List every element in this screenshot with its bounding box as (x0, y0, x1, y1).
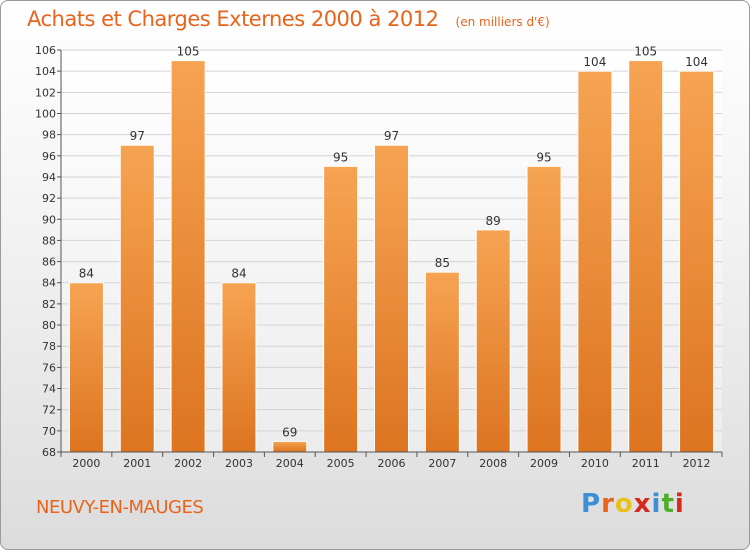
bar-2002 (170, 60, 206, 453)
bar-2003 (221, 282, 257, 453)
x-tick-label: 2001 (123, 457, 151, 470)
bar-2009 (526, 165, 562, 453)
bar-2011 (628, 60, 664, 453)
y-tick-label: 84 (42, 277, 56, 290)
logo-letter: i (651, 489, 662, 519)
x-axis: 2000 2001 2002 2003 2004 2005 2006 2007 2008 2009… (60, 451, 723, 470)
data-label: 85 (435, 256, 450, 270)
data-label: 105 (634, 45, 657, 59)
bars: 84 97 105 84 69 95 97 85 89 95 104 105 104 (68, 45, 715, 453)
y-tick-label: 98 (42, 129, 56, 142)
y-tick-label: 96 (42, 150, 56, 163)
title-row: Achats et Charges Externes 2000 à 2012 (… (27, 7, 550, 31)
x-tick-label: 2003 (225, 457, 253, 470)
data-label: 104 (583, 55, 606, 69)
bar-2010 (577, 70, 613, 453)
y-tick-label: 104 (35, 65, 56, 78)
y-tick-label: 106 (35, 44, 56, 57)
x-tick-label: 2011 (632, 457, 660, 470)
logo-letter: t (661, 489, 675, 519)
bar-2008 (475, 229, 511, 453)
y-axis: 68 70 72 74 76 78 80 82 84 86 88 90 92 94 96 98 100 102 10… (35, 44, 62, 459)
x-tick-label: 2004 (276, 457, 304, 470)
bar-2001 (119, 144, 155, 453)
chart-title: Achats et Charges Externes 2000 à 2012 (27, 7, 439, 31)
bar-2004 (272, 440, 308, 453)
data-label: 84 (79, 267, 94, 281)
y-tick-label: 70 (42, 425, 56, 438)
x-tick-label: 2009 (530, 457, 558, 470)
data-label: 105 (177, 45, 200, 59)
bar-2012 (679, 70, 715, 453)
bar-2007 (424, 271, 460, 453)
y-tick-label: 88 (42, 234, 56, 247)
y-tick-label: 72 (42, 404, 56, 417)
y-tick-label: 82 (42, 298, 56, 311)
y-tick-label: 94 (42, 171, 56, 184)
y-tick-label: 68 (42, 446, 56, 459)
x-tick-label: 2012 (683, 457, 711, 470)
x-tick-label: 2008 (479, 457, 507, 470)
y-tick-label: 74 (42, 383, 56, 396)
x-tick-label: 2005 (327, 457, 355, 470)
y-tick-label: 92 (42, 192, 56, 205)
bar-2006 (374, 144, 409, 453)
data-label: 97 (384, 129, 399, 143)
y-tick-label: 76 (42, 361, 56, 374)
unit-label: (en milliers d'€) (455, 15, 550, 29)
y-tick-label: 102 (35, 86, 56, 99)
data-label: 95 (536, 150, 551, 164)
logo-letter: x (633, 489, 652, 519)
commune-name: NEUVY-EN-MAUGES (36, 497, 204, 518)
x-tick-label: 2006 (378, 457, 406, 470)
x-tick-label: 2002 (174, 457, 202, 470)
y-tick-label: 100 (35, 107, 56, 120)
logo-letter: o (614, 489, 634, 519)
bar-2000 (68, 282, 104, 453)
x-tick-label: 2007 (428, 457, 456, 470)
y-tick-label: 80 (42, 319, 56, 332)
y-tick-label: 90 (42, 213, 56, 226)
proxiti-logo[interactable]: Proxiti (581, 489, 685, 519)
data-label: 104 (685, 55, 708, 69)
data-label: 84 (231, 267, 246, 281)
data-label: 95 (333, 150, 348, 164)
x-tick-label: 2010 (581, 457, 609, 470)
logo-letter: i (674, 489, 685, 519)
data-label: 69 (282, 425, 297, 439)
data-label: 89 (486, 214, 501, 228)
logo-letter: P (581, 489, 602, 519)
y-tick-label: 78 (42, 340, 56, 353)
bar-2005 (323, 165, 359, 453)
logo-letter: r (601, 489, 615, 519)
x-tick-label: 2000 (72, 457, 100, 470)
y-tick-label: 86 (42, 256, 56, 269)
data-label: 97 (130, 129, 145, 143)
